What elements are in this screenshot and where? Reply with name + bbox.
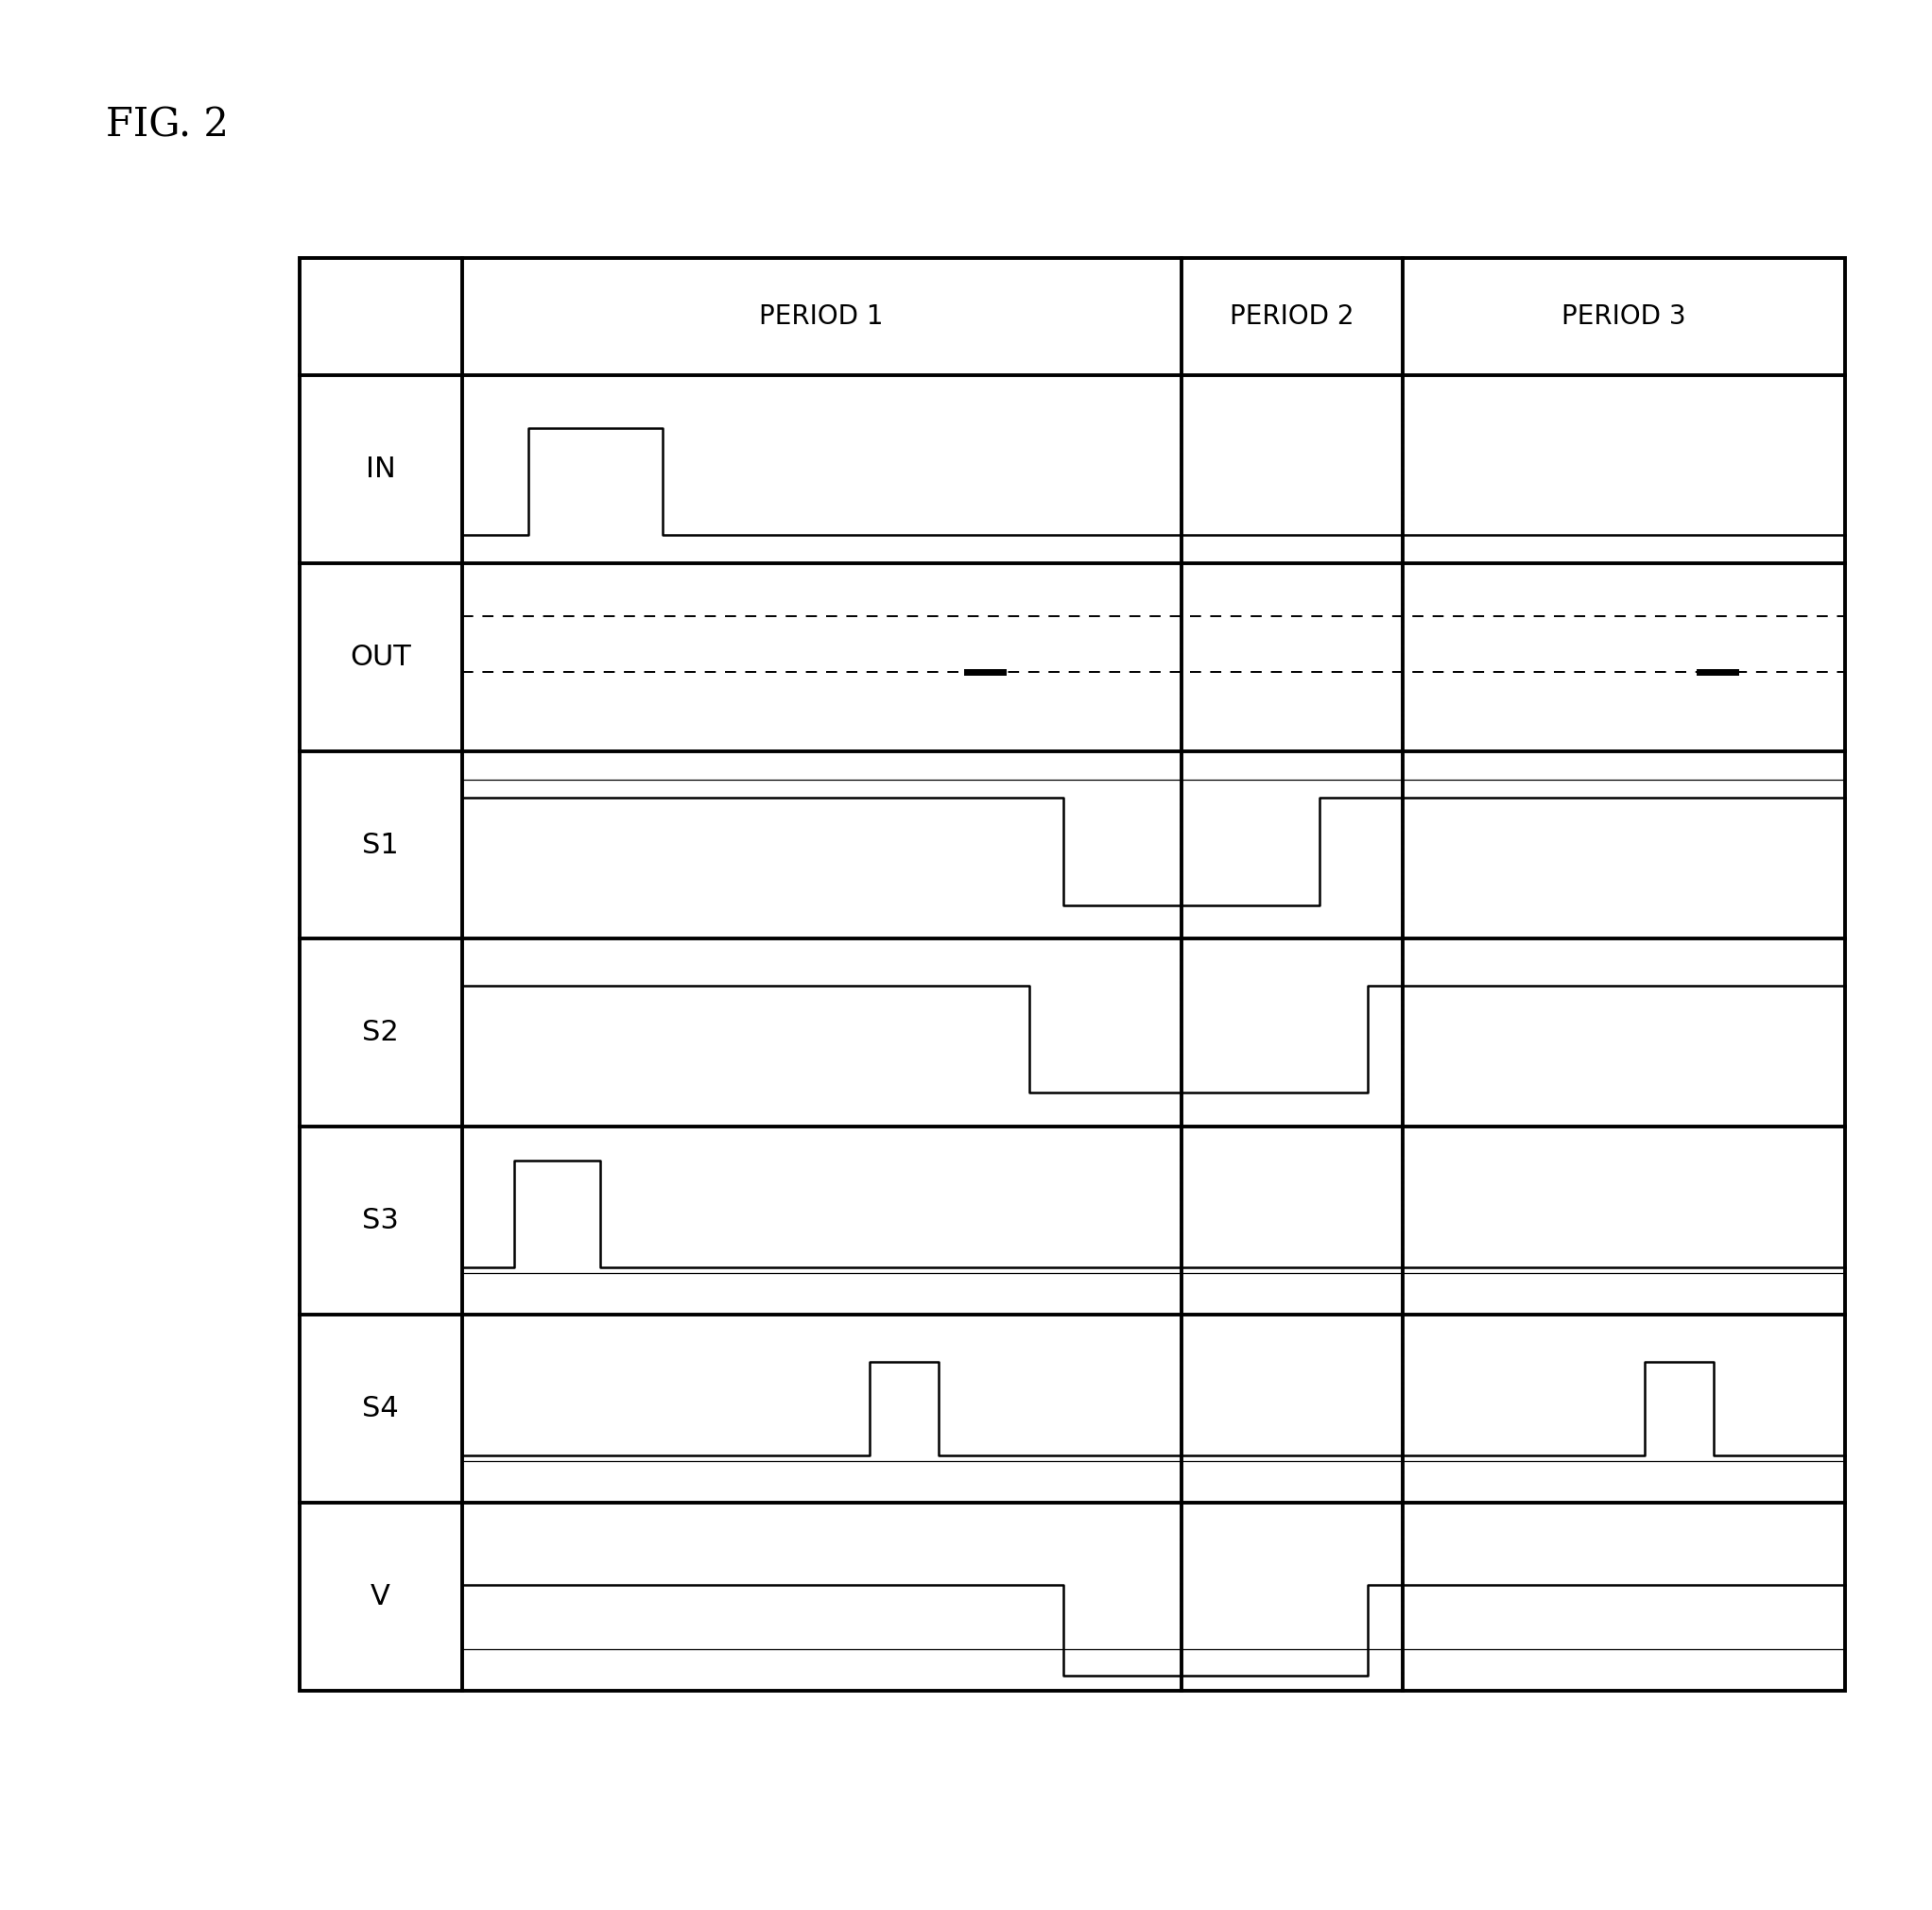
Text: PERIOD 1: PERIOD 1 [759,304,883,330]
Text: S4: S4 [363,1394,398,1423]
Text: S1: S1 [363,831,398,860]
Text: FIG. 2: FIG. 2 [106,105,230,145]
Text: PERIOD 2: PERIOD 2 [1229,304,1354,330]
Text: PERIOD 3: PERIOD 3 [1561,304,1687,330]
Text: S2: S2 [363,1020,398,1047]
Text: V: V [371,1583,390,1610]
Text: S3: S3 [361,1207,400,1234]
Text: IN: IN [365,456,396,483]
Text: OUT: OUT [350,644,412,670]
Bar [299,258,1845,1690]
